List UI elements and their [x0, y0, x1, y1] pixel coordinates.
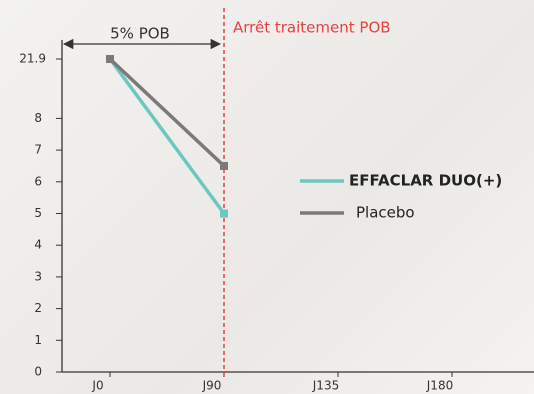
point: [220, 209, 228, 218]
x-tick-label: J180: [426, 379, 453, 393]
y-tick-label: 1: [34, 333, 42, 347]
y-tick-label: 7: [34, 143, 42, 157]
y-tick-label: 0: [34, 365, 42, 379]
y-tick-label: 21.9: [19, 52, 46, 66]
series-line: [108, 57, 226, 215]
legend-label: Placebo: [356, 204, 415, 222]
y-tick-label: 2: [34, 301, 42, 315]
annotation: Arrêt traitement POB: [233, 19, 391, 37]
y-tick-label: 8: [34, 111, 42, 125]
x-tick-label: J90: [202, 379, 222, 393]
annotation: 5% POB: [110, 25, 170, 43]
x-tick-label: J0: [91, 379, 103, 393]
y-tick-label: 5: [34, 206, 42, 220]
legend-label: EFFACLAR DUO(+): [349, 172, 502, 190]
y-tick-label: 3: [34, 269, 42, 283]
point: [106, 55, 114, 63]
x-tick-label: J135: [312, 379, 339, 393]
y-tick-label: 6: [34, 174, 42, 188]
series-line: [108, 57, 226, 168]
y-tick-label: 4: [34, 238, 42, 252]
point: [220, 161, 228, 170]
